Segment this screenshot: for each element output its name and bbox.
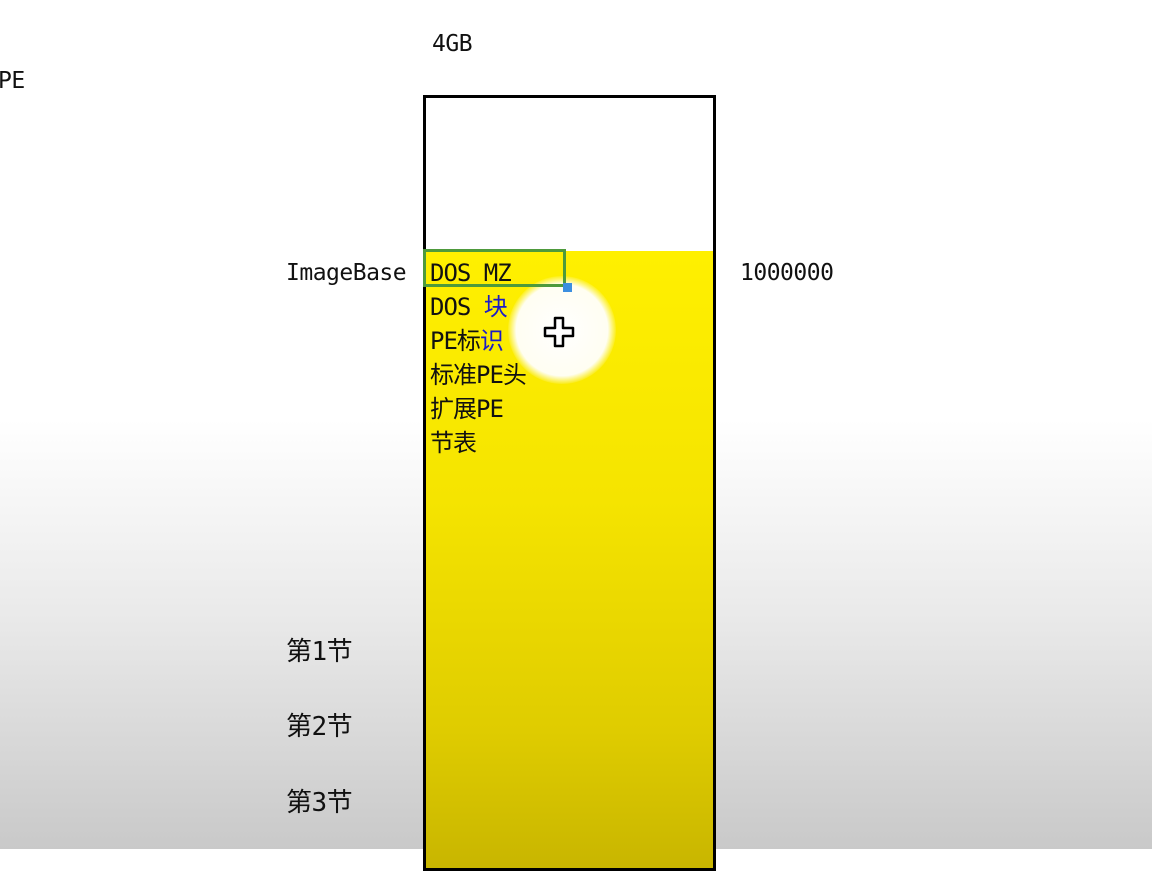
size-label: 4GB (432, 31, 473, 57)
selection-resize-handle[interactable] (563, 283, 572, 292)
pe-label-cut: PE (0, 68, 25, 94)
standard-pe-header: 标准PE头 (430, 361, 527, 389)
selection-box[interactable] (423, 249, 566, 287)
pe-header-list: DOS MZ DOS 块 PE标识 标准PE头 扩展PE 节表 (430, 256, 527, 460)
address-label: 1000000 (740, 260, 834, 286)
section-3-label: 第3节 (286, 788, 353, 818)
section-2-label: 第2节 (286, 712, 353, 742)
dos-mz-header[interactable]: DOS MZ (430, 259, 512, 287)
extended-pe-header: 扩展PE (430, 395, 504, 423)
dos-block: DOS 块 (430, 293, 508, 321)
pe-signature: PE标识 (430, 327, 504, 355)
section-1-label: 第1节 (286, 637, 353, 667)
move-cursor-icon (543, 316, 575, 348)
imagebase-label: ImageBase (286, 260, 407, 286)
section-table: 节表 (430, 429, 477, 457)
memory-box: DOS MZ DOS 块 PE标识 标准PE头 扩展PE 节表 (423, 95, 716, 871)
